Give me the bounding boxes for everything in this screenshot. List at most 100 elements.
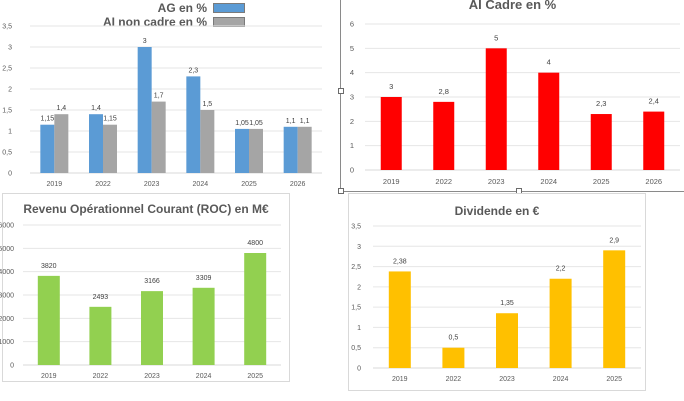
chart-title: Revenu Opérationnel Courant (ROC) en M€ (23, 202, 269, 216)
data-label: 3309 (196, 275, 212, 282)
bar[interactable] (388, 271, 411, 368)
y-tick-label: 5 (350, 44, 354, 53)
x-tick-label: 2025 (606, 376, 622, 383)
bar[interactable] (249, 128, 263, 173)
data-label: 1,1 (300, 118, 310, 125)
bar[interactable] (37, 275, 60, 365)
y-tick-label: 3,5 (351, 224, 361, 231)
x-tick-label: 2025 (241, 181, 257, 188)
y-tick-label: 3 (350, 93, 354, 102)
x-tick-label: 2019 (383, 177, 400, 186)
data-label: 1,05 (249, 120, 263, 127)
y-tick-label: 1 (350, 141, 354, 150)
x-tick-label: 2025 (247, 373, 263, 380)
x-tick-label: 2023 (488, 177, 505, 186)
y-tick-label: 3000 (0, 293, 14, 300)
bar[interactable] (538, 72, 560, 170)
bar[interactable] (40, 124, 55, 173)
data-label: 1,15 (103, 116, 117, 123)
y-tick-label: 0 (350, 166, 354, 175)
y-tick-label: 0 (357, 366, 361, 373)
x-tick-label: 2023 (499, 376, 515, 383)
x-tick-label: 2024 (193, 181, 209, 188)
data-label: 0,5 (449, 335, 459, 342)
x-tick-label: 2019 (392, 376, 408, 383)
x-tick-label: 2025 (593, 177, 610, 186)
y-tick-label: 2 (357, 284, 361, 291)
data-label: 3166 (144, 278, 160, 285)
y-tick-label: 0 (8, 171, 12, 178)
resize-handle-bottom-left[interactable] (338, 188, 344, 194)
data-label: 2493 (93, 294, 109, 301)
chart-frame (348, 193, 646, 391)
data-label: 3 (389, 82, 393, 91)
y-tick-label: 3 (8, 45, 12, 52)
y-tick-label: 3 (357, 244, 361, 251)
bar[interactable] (380, 97, 402, 170)
data-label: 2,8 (439, 87, 449, 96)
bar[interactable] (89, 306, 112, 365)
x-tick-label: 2019 (47, 181, 63, 188)
bar[interactable] (244, 253, 267, 365)
legend-swatch-ag (213, 3, 245, 13)
bar[interactable] (200, 110, 215, 173)
bar[interactable] (137, 47, 152, 173)
x-tick-label: 2024 (196, 373, 212, 380)
data-label: 2,3 (188, 67, 198, 74)
y-tick-label: 2000 (0, 316, 14, 323)
y-tick-label: 6000 (0, 223, 14, 230)
x-tick-label: 2026 (645, 177, 662, 186)
x-tick-label: 2022 (435, 177, 452, 186)
bar[interactable] (54, 114, 69, 173)
y-tick-label: 6 (350, 20, 354, 29)
bar[interactable] (485, 48, 507, 171)
chart-plot-area: 0 1000 2000 3000 4000 5000 6000 2019 3820 2022 249… (0, 223, 281, 380)
data-label: 1,1 (286, 118, 296, 125)
bar[interactable] (103, 124, 117, 173)
x-tick-label: 2022 (95, 181, 111, 188)
y-tick-label: 2,5 (2, 66, 12, 73)
legend-label-ag: AG en % (157, 1, 207, 15)
bar[interactable] (192, 287, 215, 365)
bar[interactable] (186, 76, 201, 173)
y-tick-label: 0 (10, 363, 14, 370)
data-label: 2,3 (596, 99, 606, 108)
data-label: 1,7 (154, 93, 164, 100)
bar[interactable] (590, 114, 612, 170)
data-label: 1,4 (56, 105, 66, 112)
resize-handle-left[interactable] (338, 88, 344, 94)
x-tick-label: 2026 (290, 181, 306, 188)
x-tick-label: 2024 (553, 376, 569, 383)
bar[interactable] (442, 347, 465, 368)
bar[interactable] (141, 291, 163, 365)
y-tick-label: 2 (8, 87, 12, 94)
bar[interactable] (549, 278, 572, 368)
chart-dividende[interactable]: Dividende en € 0 0,5 1 1,5 2 2,5 3 3,5 2019 2,38 2… (349, 194, 645, 390)
bar[interactable] (283, 126, 298, 173)
bar[interactable] (297, 126, 312, 173)
data-label: 4800 (247, 240, 263, 247)
bar[interactable] (433, 101, 455, 170)
chart-plot-area: 0 0,5 1 1,5 2 2,5 3 3,5 2019 2,38 2022 0,5 2023 1,35 2… (351, 224, 641, 383)
y-tick-label: 1,5 (351, 305, 361, 312)
bar[interactable] (151, 101, 166, 173)
chart-roc[interactable]: Revenu Opérationnel Courant (ROC) en M€ … (0, 194, 289, 381)
data-label: 2,2 (556, 266, 566, 273)
chart-plot-area: 0 1 2 3 4 5 6 2019 3 2022 2,8 2023 5 2024 4 2025 2,3 2026… (350, 20, 680, 186)
data-label: 4 (547, 58, 551, 67)
data-label: 1,35 (500, 300, 514, 307)
data-label: 3820 (41, 263, 57, 270)
bar[interactable] (235, 128, 249, 173)
data-label: 1,4 (91, 105, 101, 112)
bar[interactable] (643, 111, 665, 170)
legend-entry-ag: AG en % (90, 1, 245, 15)
data-label: 1,05 (235, 120, 249, 127)
chart-ag-ai-non-cadre[interactable]: AG en % AI non cadre en % 0 0,5 1 1,5 2 2,5 3 3… (0, 0, 330, 195)
bar[interactable] (603, 250, 626, 368)
x-tick-label: 2024 (540, 177, 557, 186)
chart-ai-cadre[interactable]: AI Cadre en % 0 1 2 3 4 5 6 2019 3 2022 2,8 2023 5 20… (341, 0, 684, 190)
data-label: 5 (494, 33, 498, 42)
bar[interactable] (89, 114, 103, 173)
bar[interactable] (496, 313, 518, 368)
x-tick-label: 2022 (93, 373, 109, 380)
